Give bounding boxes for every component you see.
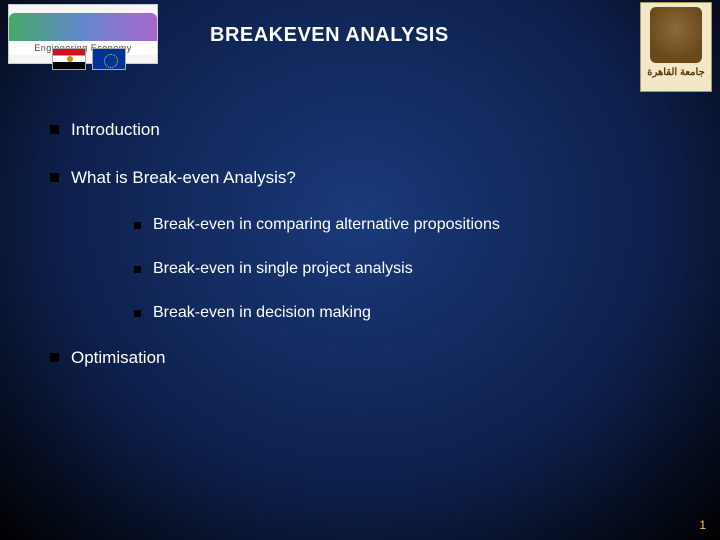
bullet-square-icon: [50, 353, 59, 362]
bullet-l2: Break-even in comparing alternative prop…: [134, 216, 690, 234]
bullet-square-icon: [50, 125, 59, 134]
bullet-text: Optimisation: [71, 348, 165, 368]
bullet-l1: Introduction: [50, 120, 690, 140]
bullet-text: Introduction: [71, 120, 160, 140]
bullet-l2: Break-even in single project analysis: [134, 260, 690, 278]
vision-icon: [9, 13, 157, 41]
university-emblem-icon: [650, 7, 702, 63]
bullet-square-icon: [134, 222, 141, 229]
bullet-text: Break-even in single project analysis: [153, 260, 413, 278]
flag-eu-icon: [92, 48, 126, 70]
bullet-l1: What is Break-even Analysis?: [50, 168, 690, 188]
bullet-text: Break-even in decision making: [153, 304, 371, 322]
bullet-square-icon: [134, 310, 141, 317]
bullet-square-icon: [50, 173, 59, 182]
logo-right: جامعة القاهرة: [640, 2, 712, 92]
page-number: 1: [699, 518, 706, 532]
slide-content: Introduction What is Break-even Analysis…: [50, 120, 690, 396]
bullet-text: What is Break-even Analysis?: [71, 168, 296, 188]
bullet-text: Break-even in comparing alternative prop…: [153, 216, 500, 234]
slide-title: BREAKEVEN ANALYSIS: [210, 24, 449, 47]
logo-right-label: جامعة القاهرة: [647, 67, 705, 78]
bullet-l2: Break-even in decision making: [134, 304, 690, 322]
bullet-l1: Optimisation: [50, 348, 690, 368]
bullet-square-icon: [134, 266, 141, 273]
flags: [52, 48, 126, 70]
flag-egypt-icon: [52, 48, 86, 70]
slide-header: Engineering Economy BREAKEVEN ANALYSIS ج…: [0, 0, 720, 90]
